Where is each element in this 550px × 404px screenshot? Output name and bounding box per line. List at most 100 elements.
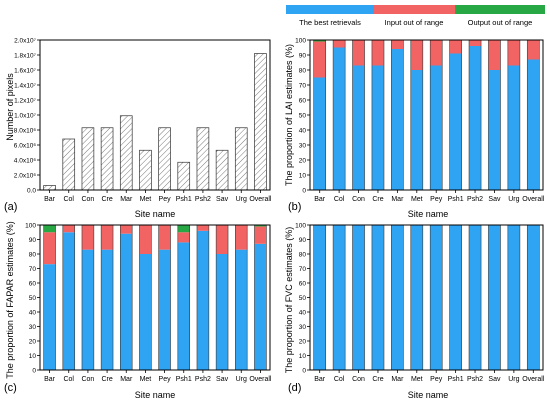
- panel-b-bar-sav-s0: [488, 70, 501, 190]
- panel-b-ytick-label: 90: [299, 53, 307, 60]
- panel-c-bar-overall-s0: [254, 243, 267, 370]
- panel-a-ytick-label: 0.0: [27, 188, 36, 195]
- panel-b-ytick-label: 10: [299, 173, 307, 180]
- panel-d-ytick-label: 20: [299, 339, 307, 346]
- panel-a-ytick-label: 6.0x10⁶: [14, 143, 37, 150]
- panel-d-bar-con-s0: [352, 225, 365, 370]
- panel-b-bar-overall-s0: [527, 59, 540, 190]
- panel-c-ytick-label: 50: [29, 295, 37, 302]
- legend-swatch-output: [455, 5, 545, 14]
- panel-a-bar-pey: [158, 127, 171, 191]
- panel-a-ylabel: Number of pixels: [5, 73, 15, 141]
- panel-c-ytick-label: 40: [29, 310, 37, 317]
- panel-d-ylabel: The proportion of FVC estimates (%): [284, 227, 294, 374]
- panel-c-bar-bar-s1: [43, 232, 56, 265]
- panel-d-bar-urg-s0: [507, 225, 520, 370]
- panel-d-xtick-label: Overall: [522, 376, 545, 383]
- panel-c-xtick-label: Col: [63, 376, 74, 383]
- panel-c-ytick-label: 30: [29, 324, 37, 331]
- panel-b-xtick-label: Overall: [522, 196, 545, 203]
- panel-c-bar-con-s0: [81, 249, 94, 370]
- panel-c-ytick-label: 80: [29, 252, 37, 259]
- panel-b-xtick-label: Bar: [314, 196, 326, 203]
- panel-b-bar-bar-s0: [313, 77, 326, 190]
- panel-b-bar-cre-s0: [371, 65, 384, 190]
- panel-b-bar-mar-s1: [391, 40, 404, 49]
- panel-c-bar-con-s1: [81, 225, 94, 250]
- panel-a-ytick-label: 1.4x10⁷: [14, 83, 37, 90]
- panel-c-bar-sav-s1: [216, 225, 229, 254]
- panel-a-bar-con: [81, 127, 95, 191]
- panel-c-ytick-label: 20: [29, 339, 37, 346]
- panel-c-tag: (c): [4, 382, 17, 394]
- panel-c-xtick-label: Cre: [101, 376, 112, 383]
- panel-c-bar-cre-s1: [101, 225, 114, 250]
- panel-d-bar-pey-s0: [430, 225, 443, 370]
- panel-d-bar-met-s0: [410, 225, 423, 370]
- panel-b-ytick-label: 70: [299, 83, 307, 90]
- panel-b-bar-bar-s2: [313, 40, 326, 42]
- panel-c-ytick-label: 10: [29, 353, 37, 360]
- panel-d-xtick-label: Pey: [430, 376, 443, 383]
- panel-d-xtick-label: Urg: [508, 376, 519, 383]
- panel-a-xtick-label: Cre: [101, 196, 112, 203]
- panel-a-ytick-label: 2.0x10⁷: [14, 38, 37, 45]
- panel-c-bar-bar-s2: [43, 225, 56, 233]
- panel-b-xtick-label: Met: [411, 196, 423, 203]
- panel-a-bar-col: [62, 138, 76, 191]
- panel-c-bar-mar-s0: [120, 233, 133, 370]
- panel-c-bar-bar-s0: [43, 264, 56, 370]
- panel-d-xtick-label: Bar: [314, 376, 326, 383]
- panel-a-xtick-label: Met: [140, 196, 152, 203]
- panel-b-ytick-label: 0: [302, 188, 306, 195]
- panel-c-ytick-label: 100: [25, 223, 36, 230]
- panel-c-bar-urg-s0: [235, 249, 248, 370]
- panel-d-bar-psh2-s0: [469, 225, 482, 370]
- panel-a-ytick-label: 2.0x10⁶: [14, 173, 37, 180]
- panel-c-xtick-label: Bar: [44, 376, 56, 383]
- panel-c-bar-psh1-s1: [177, 232, 190, 243]
- panel-b-ytick-label: 60: [299, 98, 307, 105]
- panel-b-xtick-label: Psh1: [448, 196, 464, 203]
- panel-c-bar-urg-s1: [235, 225, 248, 250]
- legend-swatch-input: [374, 5, 455, 14]
- panel-c-xtick-label: Met: [140, 376, 152, 383]
- panel-b-xtick-label: Col: [334, 196, 345, 203]
- panel-b-tag: (b): [288, 201, 301, 213]
- panel-b-bar-psh2-s0: [469, 46, 482, 190]
- legend-swatch-best: [286, 5, 374, 14]
- panel-c-bar-met-s0: [139, 254, 152, 370]
- panel-d-ytick-label: 70: [299, 266, 307, 273]
- panel-d-xtick-label: Psh1: [448, 376, 464, 383]
- panel-a-xtick-label: Col: [63, 196, 74, 203]
- panel-d-ytick-label: 60: [299, 281, 307, 288]
- panel-b-xtick-label: Con: [352, 196, 365, 203]
- panel-c-bar-cre-s0: [101, 249, 114, 370]
- panel-b-bar-met-s0: [410, 70, 423, 190]
- panel-d-xtick-label: Sav: [488, 376, 501, 383]
- panel-a-bar-psh1: [177, 161, 191, 191]
- panel-a-ytick-label: 4.0x10⁶: [14, 158, 37, 165]
- panel-c-ytick-label: 90: [29, 237, 37, 244]
- panel-c-bar-psh2-s0: [196, 230, 209, 370]
- panel-b-xtick-label: Cre: [372, 196, 383, 203]
- panel-d-ytick-label: 40: [299, 310, 307, 317]
- panel-a-xtick-label: Overall: [249, 196, 272, 203]
- panel-a-xtick-label: Psh1: [176, 196, 192, 203]
- panel-d-ytick-label: 50: [299, 295, 307, 302]
- panel-b-bar-cre-s1: [371, 40, 384, 66]
- panel-d-ytick-label: 90: [299, 237, 307, 244]
- panel-a: 0.0 2.0x10⁶ 4.0x10⁶ 6.0x10⁶ 8.0x10⁶ 1.0x10⁷ 1.…: [4, 38, 272, 220]
- panel-d-bar-sav-s0: [488, 225, 501, 370]
- panel-c-bar-met-s1: [139, 225, 152, 254]
- panel-b: 0 10 20 30 40 50 60 70 80 90 100 Bar Col Con Cre Mar Met…: [284, 38, 545, 220]
- panel-b-bar-psh2-s1: [469, 40, 482, 46]
- panel-d-plot: 0 10 20 30 40 50 60 70 80 90 100 Bar Col Con Cre Mar Met…: [295, 223, 545, 384]
- panel-a-bar-bar: [43, 185, 56, 191]
- panel-c-xtick-label: Overall: [249, 376, 272, 383]
- panel-c-xtick-label: Pey: [159, 376, 172, 383]
- panel-b-bar-urg-s0: [507, 65, 520, 190]
- panel-d-bar-psh1-s0: [449, 225, 462, 370]
- panel-b-ytick-label: 40: [299, 128, 307, 135]
- panel-a-ytick-label: 1.2x10⁷: [14, 98, 37, 105]
